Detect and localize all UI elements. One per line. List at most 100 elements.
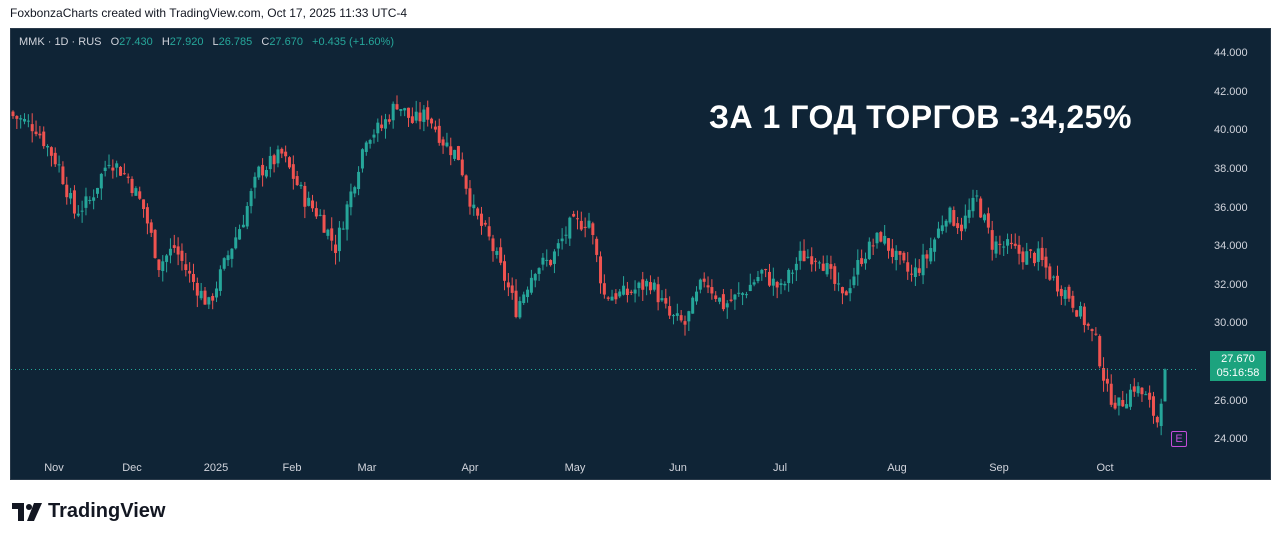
time-axis-label: Mar [357, 462, 377, 474]
candle [775, 280, 779, 299]
candle [410, 107, 414, 124]
candle [449, 137, 453, 166]
price-axis-label: 26.000 [1214, 394, 1248, 407]
candle [1071, 290, 1075, 313]
candle [57, 155, 61, 173]
candle [560, 228, 564, 250]
time-axis-label: Feb [282, 462, 302, 474]
candle [61, 161, 65, 186]
candle [702, 272, 706, 288]
candle [138, 186, 142, 200]
candlestick-chart[interactable] [11, 29, 1270, 479]
time-axis-label: Jun [669, 462, 687, 474]
time-axis-label: Sep [989, 462, 1009, 474]
candle [1017, 235, 1021, 265]
candle [721, 289, 725, 312]
candle [46, 144, 50, 157]
candle [383, 113, 387, 139]
candle [921, 243, 925, 285]
candle [883, 224, 887, 246]
candle [718, 297, 722, 305]
candle [983, 213, 987, 223]
price-axis-label: 30.000 [1214, 317, 1248, 330]
candle [468, 180, 472, 215]
candle [963, 204, 967, 232]
candle [844, 290, 848, 296]
candle [794, 257, 798, 282]
candle [556, 239, 560, 257]
time-axis-label: Apr [461, 462, 479, 474]
candle [599, 251, 603, 294]
candle [253, 172, 257, 199]
price-axis-label: 38.000 [1214, 162, 1248, 175]
candle [226, 250, 230, 266]
candle [119, 165, 123, 176]
candle [126, 173, 130, 184]
candle [314, 201, 318, 219]
candle [195, 277, 199, 308]
time-axis-label: Dec [122, 462, 142, 474]
candle [817, 260, 821, 269]
candle [695, 286, 699, 305]
candle [614, 289, 618, 304]
candle [414, 100, 418, 124]
candle [1105, 368, 1109, 392]
candle [760, 268, 764, 281]
price-axis-label: 44.000 [1214, 47, 1248, 60]
candle [176, 237, 180, 266]
candle [791, 269, 795, 284]
price-axis-label: 24.000 [1214, 433, 1248, 446]
candle [1163, 368, 1167, 402]
candle [418, 102, 422, 130]
candle [15, 115, 19, 130]
candle [26, 114, 30, 128]
candle [971, 189, 975, 218]
candle [840, 286, 844, 305]
brand-name: TradingView [48, 500, 166, 522]
candle [134, 186, 138, 196]
candle [1052, 275, 1056, 281]
candle [552, 249, 556, 274]
candle [168, 238, 172, 264]
earnings-icon[interactable]: E [1171, 431, 1187, 447]
candle [825, 255, 829, 277]
last-price-value: 27.670 [1221, 353, 1255, 365]
candle [645, 278, 649, 296]
legend-close-value: 27.670 [269, 36, 303, 48]
candle [303, 181, 307, 219]
candle [111, 159, 115, 179]
chart-area[interactable]: MMK · 1D · RUS O27.430 H27.920 L26.785 C… [10, 28, 1271, 480]
candle [287, 156, 291, 170]
candle [679, 309, 683, 323]
candle [430, 117, 434, 129]
candle [1151, 391, 1155, 424]
candle [1144, 391, 1148, 396]
candle [610, 289, 614, 301]
candle [975, 189, 979, 202]
candle [622, 276, 626, 296]
legend-symbol: MMK · 1D · RUS [19, 36, 102, 48]
candle [165, 254, 169, 273]
candle [249, 188, 253, 214]
candle [959, 217, 963, 241]
candle [11, 110, 15, 119]
time-axis-label: 2025 [203, 462, 229, 474]
candle [1013, 233, 1017, 249]
candle [291, 155, 295, 190]
candle [142, 199, 146, 218]
candle [503, 254, 507, 291]
candle [660, 290, 664, 302]
candle [910, 264, 914, 282]
candle [299, 181, 303, 190]
candle [814, 258, 818, 272]
candle [771, 267, 775, 296]
candle [948, 206, 952, 225]
candle [1025, 242, 1029, 265]
candle [925, 250, 929, 269]
candle [499, 238, 503, 266]
candle [606, 296, 610, 301]
candle [1063, 287, 1067, 306]
candle [641, 271, 645, 301]
candle [564, 226, 568, 244]
candle [115, 160, 119, 178]
